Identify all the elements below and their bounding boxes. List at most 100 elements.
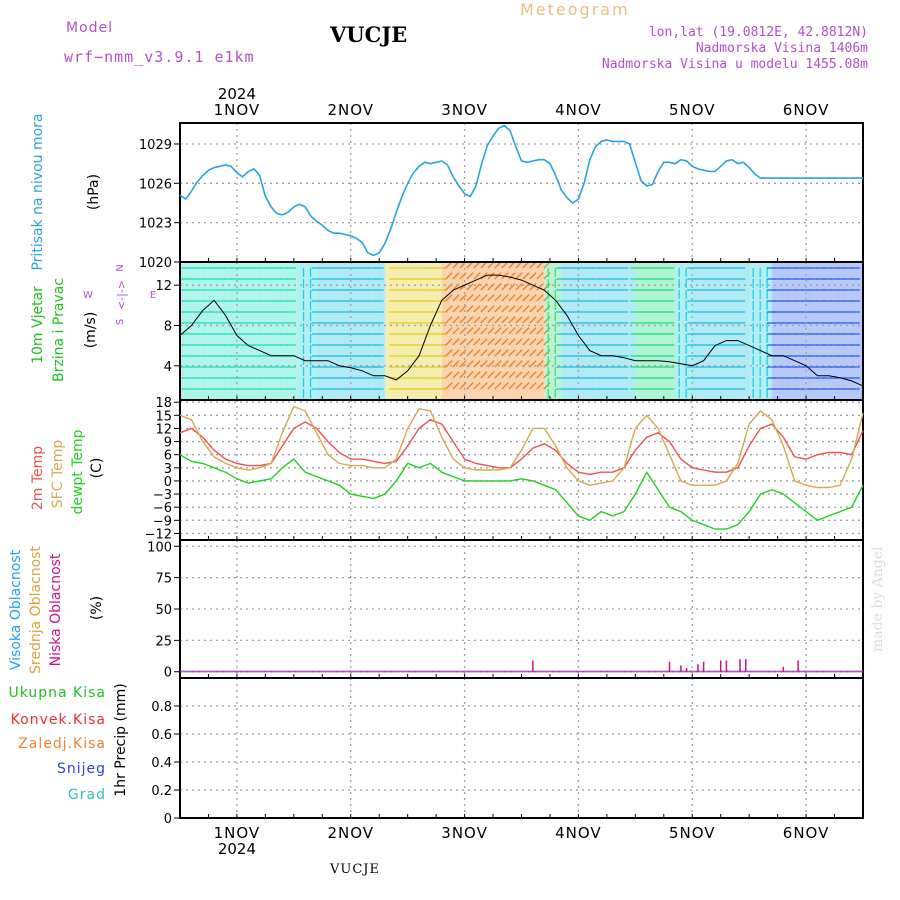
- meteogram-title: Meteogram: [520, 0, 630, 19]
- wind-arrow: [452, 316, 460, 324]
- wind-ytick-label: 4: [164, 360, 172, 375]
- wind-arrow: [494, 349, 502, 357]
- wind-arrow: [508, 338, 516, 346]
- wind-arrow: [536, 349, 544, 357]
- precip-ytick-label: 0.2: [151, 784, 172, 799]
- temp_sfc-line: [179, 405, 864, 489]
- wind-arrow: [536, 360, 544, 368]
- wind-arrow: [543, 382, 551, 390]
- compass-south: S: [115, 319, 126, 325]
- precip-ytick-label: 0.6: [151, 728, 172, 743]
- wind-arrow: [480, 305, 488, 313]
- wind-arrow: [515, 283, 523, 291]
- clouds-panel: 0 25 50 75 100: [147, 539, 864, 681]
- wind-arrow: [452, 272, 460, 280]
- dewpoint-line: [179, 454, 864, 530]
- bottom-day-label: 6NOV: [783, 824, 830, 842]
- wind-axis-label-2: Brzina i Pravac: [51, 278, 67, 382]
- dewpoint-label: dewpt Temp: [70, 429, 86, 514]
- temperature-ytick-label: −6: [153, 501, 172, 516]
- precip-unit-label: 1hr Precip (mm): [113, 683, 129, 796]
- temperature-ytick-label: 3: [164, 462, 172, 477]
- temperature-ytick-label: 15: [155, 409, 172, 424]
- wind-arrow: [543, 327, 551, 335]
- pressure-ytick-label: 1020: [139, 256, 172, 271]
- wind-arrow: [473, 272, 481, 280]
- wind-arrow: [487, 382, 495, 390]
- wind-arrow: [452, 371, 460, 379]
- temp-unit-label: (C): [89, 458, 105, 479]
- wind-arrow: [459, 305, 467, 313]
- precip-legend-2: Zaledj.Kisa: [18, 736, 106, 752]
- temperature-frame: [179, 399, 864, 541]
- wind-arrow: [494, 294, 502, 302]
- wind-arrow: [466, 272, 474, 280]
- wind-arrow: [487, 360, 495, 368]
- wind-arrow: [508, 327, 516, 335]
- wind-arrow: [466, 283, 474, 291]
- wind-arrow: [480, 294, 488, 302]
- precip-ytick-label: 0.8: [151, 700, 172, 715]
- wind-arrow: [536, 272, 544, 280]
- wind-arrow: [487, 327, 495, 335]
- wind-arrow: [494, 305, 502, 313]
- wind-arrow: [452, 360, 460, 368]
- wind-band-5: [544, 262, 562, 400]
- temperature-ytick-label: −3: [153, 488, 172, 503]
- wind-arrow: [459, 272, 467, 280]
- wind-arrow: [536, 283, 544, 291]
- wind-arrow: [452, 382, 460, 390]
- wind-arrow: [459, 371, 467, 379]
- clouds-ytick-label: 50: [155, 603, 172, 618]
- wind-arrow: [529, 316, 537, 324]
- wind-arrow: [459, 360, 467, 368]
- coordinates-label: lon,lat (19.0812E, 42.8812N): [648, 25, 868, 40]
- temperature-ytick-label: 12: [155, 422, 172, 437]
- wind-band-7: [635, 262, 676, 400]
- wind-band-11: [771, 262, 863, 400]
- precip-ytick-label: 0.4: [151, 756, 172, 771]
- wind-arrow: [508, 305, 516, 313]
- wind-arrow: [522, 371, 530, 379]
- wind-arrow: [480, 371, 488, 379]
- wind-arrow: [459, 338, 467, 346]
- wind-arrow: [466, 382, 474, 390]
- wind-arrow: [466, 371, 474, 379]
- precip-frame: [179, 677, 864, 819]
- cloud-unit-label: (%): [89, 596, 105, 620]
- wind-arrow: [494, 371, 502, 379]
- wind-arrow: [480, 316, 488, 324]
- wind-panel: 4 8 12: [155, 261, 864, 401]
- wind-arrow: [487, 349, 495, 357]
- wind-arrow: [543, 338, 551, 346]
- wind-arrow: [508, 316, 516, 324]
- precip-legend-1: Konvek.Kisa: [11, 712, 106, 728]
- wind-arrow: [445, 294, 453, 302]
- clouds-ytick-label: 75: [155, 572, 172, 587]
- watermark: made by Angel: [870, 546, 886, 653]
- wind-arrow: [487, 371, 495, 379]
- wind-arrow: [543, 371, 551, 379]
- wind-arrow: [487, 305, 495, 313]
- bottom-day-label: 4NOV: [555, 824, 602, 842]
- wind-arrow: [466, 327, 474, 335]
- wind-arrow: [501, 360, 509, 368]
- model-label: Model: [66, 20, 114, 36]
- wind-arrow: [508, 371, 516, 379]
- top-day-label: 2NOV: [327, 101, 374, 119]
- bottom-day-label: 3NOV: [441, 824, 488, 842]
- wind-arrow: [445, 272, 453, 280]
- wind-arrow: [452, 349, 460, 357]
- wind-arrow: [536, 371, 544, 379]
- wind-arrow: [487, 272, 495, 280]
- wind-arrow: [480, 382, 488, 390]
- wind-arrow: [501, 349, 509, 357]
- wind-arrow: [543, 305, 551, 313]
- wind-arrow: [522, 294, 530, 302]
- wind-arrow: [473, 305, 481, 313]
- wind-band-9: [692, 262, 750, 400]
- wind-band-8: [675, 262, 693, 400]
- wind-band-6: [561, 262, 636, 400]
- wind-arrow: [452, 294, 460, 302]
